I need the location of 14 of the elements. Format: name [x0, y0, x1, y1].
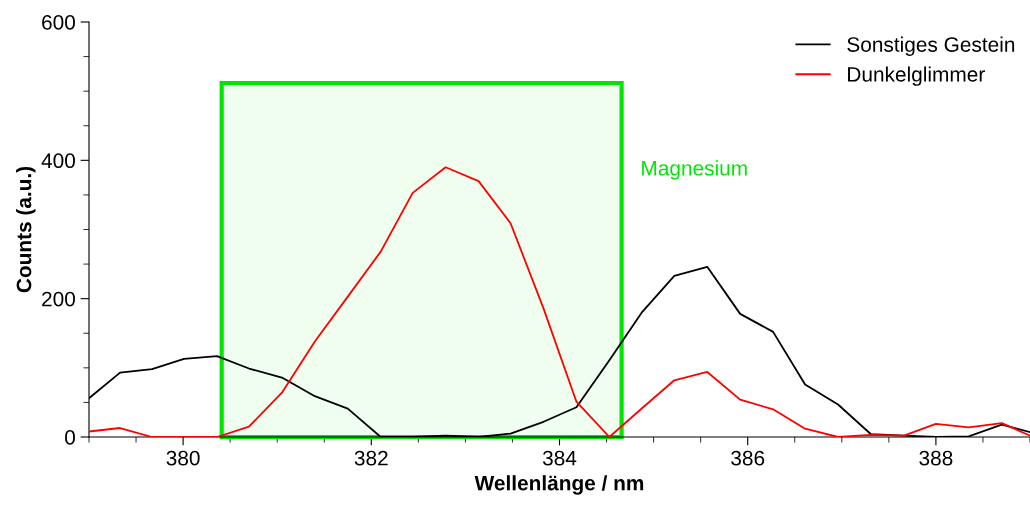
x-tick-label: 384	[542, 450, 577, 466]
y-tick-label: 600	[42, 15, 75, 30]
legend-label: Dunkelglimmer	[848, 66, 985, 86]
x-tick-label: 386	[731, 450, 765, 466]
x-axis-title: Wellenlänge / nm	[474, 475, 644, 495]
legend-label: Sonstiges Gestein	[847, 36, 1015, 56]
y-tick-label: 200	[42, 291, 75, 307]
x-tick-label: 380	[166, 450, 200, 466]
y-axis-title: Counts (a.u.)	[16, 166, 36, 293]
x-tick-label: 382	[354, 450, 388, 466]
band-label: Magnesium	[642, 160, 747, 180]
y-tick-label: 400	[41, 153, 75, 169]
y-tick-label: 0	[65, 430, 75, 445]
x-tick-label: 388	[919, 450, 953, 466]
